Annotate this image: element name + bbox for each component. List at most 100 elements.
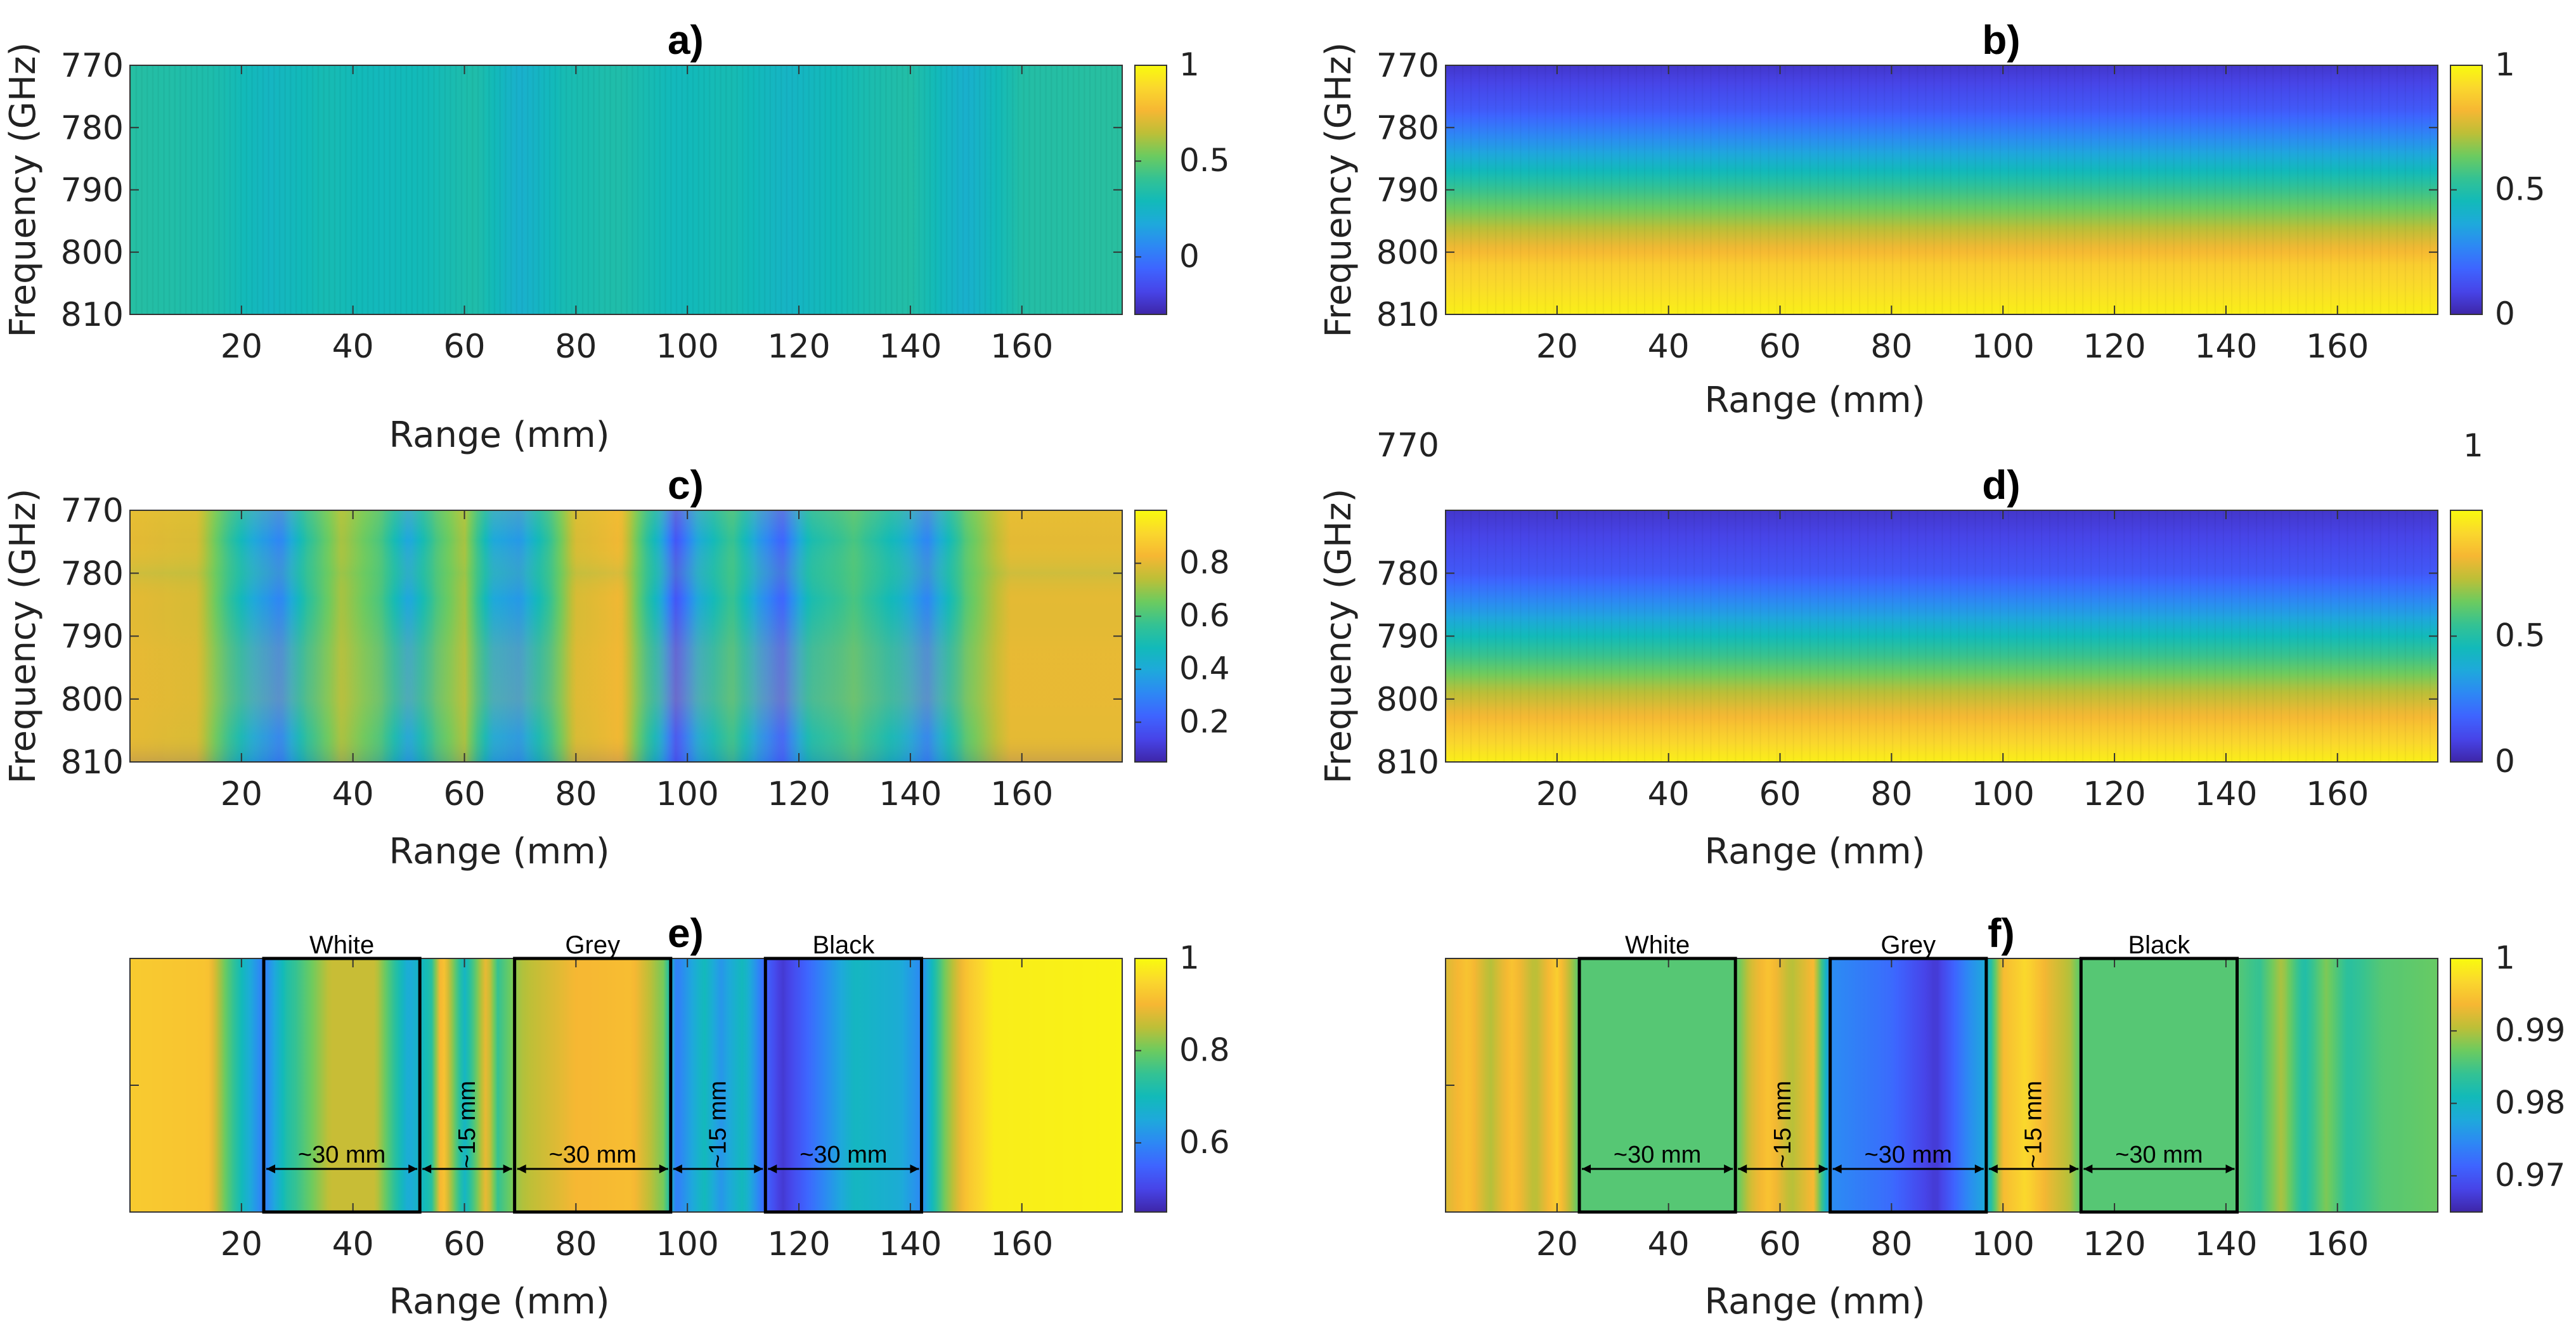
x-axis-label: Range (mm) (389, 1281, 609, 1322)
texture-line (659, 65, 661, 314)
texture-line (675, 65, 678, 314)
y-tick-label: 790 (61, 172, 124, 210)
texture-line (2388, 65, 2390, 314)
texture-line (262, 65, 264, 314)
x-axis-label: Range (mm) (1704, 380, 1925, 421)
texture-line (1644, 510, 1645, 762)
y-tick-label: 780 (1376, 109, 1439, 147)
heatmap-a (130, 65, 1122, 314)
texture-line (2000, 65, 2001, 314)
texture-line (2256, 65, 2257, 314)
texture-line (2173, 65, 2175, 314)
texture-line (1884, 65, 1885, 314)
texture-line (609, 65, 611, 314)
texture-line (1528, 65, 1529, 314)
y-axis-label: Frequency (GHz) (3, 42, 44, 338)
texture-line (2223, 65, 2224, 314)
texture-line (846, 65, 848, 314)
y-tick-label: 800 (61, 681, 124, 719)
x-tick-label: 120 (2083, 1225, 2146, 1263)
texture-line (1570, 65, 1571, 314)
texture-line (2372, 510, 2373, 762)
texture-line (1652, 510, 1654, 762)
texture-line (984, 65, 987, 314)
texture-line (2297, 65, 2298, 314)
texture-line (2198, 510, 2199, 762)
texture-line (1023, 65, 1025, 314)
texture-line (1039, 65, 1042, 314)
texture-line (1693, 510, 1695, 762)
texture-line (1793, 510, 1794, 762)
texture-line (2347, 510, 2348, 762)
texture-line (1768, 65, 1770, 314)
texture-line (2239, 65, 2241, 314)
dimension-label: ~30 mm (1614, 1142, 1701, 1168)
texture-line (1050, 65, 1052, 314)
texture-line (2066, 510, 2067, 762)
texture-line (2016, 65, 2017, 314)
texture-line (466, 65, 468, 314)
texture-line (1578, 510, 1579, 762)
heatmap-b (1446, 65, 2438, 314)
texture-line (1925, 510, 1926, 762)
texture-line (1726, 65, 1728, 314)
texture-line (488, 65, 490, 314)
texture-line (2082, 65, 2083, 314)
panel-title: d) (1982, 462, 2020, 508)
texture-line (389, 65, 391, 314)
texture-line (1967, 510, 1968, 762)
heatmap-e (130, 958, 1122, 1212)
x-axis: 20 40 60 80 100 120 140 160 Range (mm) (221, 510, 1053, 872)
texture-line (1702, 510, 1703, 762)
texture-line (2372, 65, 2373, 314)
x-tick-label: 120 (767, 328, 830, 366)
texture-line (2322, 510, 2323, 762)
colorbar-tick-label: 1 (2495, 939, 2515, 976)
texture-line (902, 65, 903, 314)
colorbar: 0.50 (2450, 510, 2546, 780)
texture-line (1056, 65, 1058, 314)
texture-line (896, 65, 898, 314)
texture-line (532, 65, 534, 314)
texture-line (284, 65, 286, 314)
x-tick-label: 140 (2194, 1225, 2257, 1263)
texture-line (2405, 510, 2406, 762)
panel-title: f) (1988, 910, 2015, 956)
texture-line (571, 65, 573, 314)
texture-line (1017, 65, 1019, 314)
dimension-label: ~30 mm (298, 1142, 385, 1168)
heatmap-c (130, 510, 1122, 762)
texture-line (692, 65, 694, 314)
x-tick-label: 160 (990, 775, 1053, 813)
texture-line (1693, 65, 1695, 314)
texture-line (2049, 510, 2050, 762)
texture-line (2314, 510, 2315, 762)
texture-line (1067, 65, 1069, 314)
colorbar-tick-label: 0.2 (1179, 703, 1230, 740)
texture-line (1933, 65, 1934, 314)
x-tick-label: 100 (1972, 1225, 2035, 1263)
texture-line (339, 65, 341, 314)
texture-line (857, 65, 860, 314)
texture-line (1089, 65, 1091, 314)
texture-line (2380, 65, 2381, 314)
texture-line (2057, 510, 2059, 762)
y-tick-label: 790 (1376, 618, 1439, 656)
x-tick-label: 40 (332, 775, 374, 813)
texture-line (1958, 510, 1960, 762)
colorbar-gradient (1134, 958, 1167, 1213)
region-box (763, 957, 923, 1214)
panel-title: c) (668, 462, 704, 508)
texture-line (1942, 510, 1943, 762)
region-label: White (1625, 931, 1690, 959)
texture-line (2182, 65, 2183, 314)
texture-line (1760, 65, 1761, 314)
texture-line (2090, 510, 2092, 762)
texture-line (1462, 65, 1463, 314)
texture-line (2355, 65, 2357, 314)
texture-line (863, 65, 865, 314)
texture-line (2421, 65, 2423, 314)
texture-line (1842, 510, 1844, 762)
x-tick-label: 20 (1536, 775, 1578, 813)
panel-e: e) 20 40 60 80 100 120 140 160 Range (mm) 1 0.8 0.6 W… (129, 910, 1230, 1322)
